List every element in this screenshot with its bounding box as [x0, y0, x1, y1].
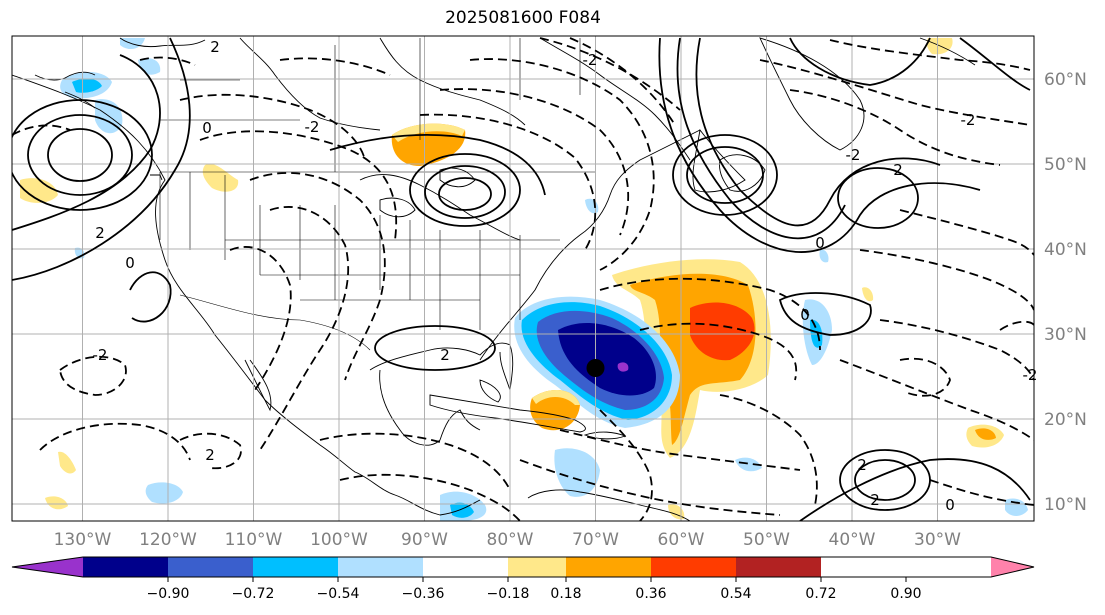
coastlines	[12, 37, 976, 521]
contour-lines	[12, 37, 1031, 521]
latitude-label: 20°N	[1044, 410, 1087, 430]
colorbar-segment	[338, 557, 423, 577]
longitude-label: 110°W	[225, 530, 283, 550]
contour-label: 2	[205, 446, 215, 464]
longitude-label: 60°W	[658, 530, 705, 550]
contour-label: 2	[893, 161, 903, 179]
longitude-labels: 130°W 120°W 110°W 100°W 90°W 80°W 70°W 60°W 50°W…	[54, 530, 962, 550]
latitude-labels: 60°N 50°N 40°N 30°N 20°N 10°N	[1044, 70, 1087, 515]
longitude-label: 30°W	[914, 530, 961, 550]
contour-label: 2	[857, 456, 867, 474]
longitude-label: 130°W	[54, 530, 112, 550]
colorbar-segment	[566, 557, 651, 577]
lat-lon-gridlines	[12, 36, 1034, 521]
contour-label: -2	[1023, 366, 1038, 384]
contour-label: 2	[870, 491, 880, 509]
political-borders	[159, 38, 595, 351]
latitude-label: 10°N	[1044, 495, 1087, 515]
contour-label: -2	[583, 51, 598, 69]
colorbar-extend-min	[12, 557, 83, 577]
latitude-label: 40°N	[1044, 240, 1087, 260]
colorbar-tick-label: −0.36	[402, 586, 445, 602]
longitude-label: 40°W	[829, 530, 876, 550]
longitude-label: 120°W	[139, 530, 197, 550]
colorbar-segment	[253, 557, 338, 577]
colorbar-tick-label: −0.18	[487, 586, 530, 602]
colorbar	[11, 556, 1035, 578]
contour-label: 2	[440, 346, 450, 364]
map-frame	[11, 35, 1035, 522]
map-title: 2025081600 F084	[445, 8, 601, 28]
contour-label: 0	[815, 234, 825, 252]
latitude-label: 50°N	[1044, 155, 1087, 175]
latitude-label: 60°N	[1044, 70, 1087, 90]
longitude-label: 100°W	[310, 530, 368, 550]
colorbar-segment	[651, 557, 736, 577]
contour-label: -2	[305, 118, 320, 136]
colorbar-tick-label: 0.90	[890, 586, 921, 602]
contour-label: 0	[800, 306, 810, 324]
colorbar-tick-label: 0.36	[635, 586, 666, 602]
contour-label: 0	[945, 496, 955, 514]
anomaly-shading	[20, 38, 1028, 521]
contour-label: 0	[125, 254, 135, 272]
colorbar-tick-label: −0.72	[232, 586, 275, 602]
contour-label: -2	[93, 346, 108, 364]
storm-center-marker	[586, 359, 605, 377]
colorbar-segment	[168, 557, 253, 577]
colorbar-tick-label: 0.72	[805, 586, 836, 602]
colorbar-tick-label: −0.90	[147, 586, 190, 602]
longitude-label: 70°W	[572, 530, 619, 550]
contour-label: -2	[961, 111, 976, 129]
longitude-label: 50°W	[743, 530, 790, 550]
colorbar-tick-labels: −0.90 −0.72 −0.54 −0.36 −0.18 0.18 0.36 0.54 0.7…	[147, 577, 922, 602]
contour-label: 2	[95, 224, 105, 242]
latitude-label: 30°N	[1044, 325, 1087, 345]
colorbar-segment	[423, 557, 508, 577]
contour-label: -2	[846, 146, 861, 164]
colorbar-segment	[736, 557, 821, 577]
contour-label: 0	[202, 119, 212, 137]
contour-lines-dashed	[12, 37, 1034, 521]
colorbar-segment	[83, 557, 168, 577]
colorbar-tick-label: −0.54	[317, 586, 360, 602]
colorbar-outline	[11, 556, 1035, 578]
colorbar-extend-max	[991, 557, 1034, 577]
contour-label: 2	[210, 38, 220, 56]
longitude-label: 80°W	[487, 530, 534, 550]
colorbar-tick-label: 0.54	[720, 586, 751, 602]
colorbar-segment	[508, 557, 566, 577]
colorbar-tick-label: 0.18	[550, 586, 581, 602]
longitude-label: 90°W	[401, 530, 448, 550]
